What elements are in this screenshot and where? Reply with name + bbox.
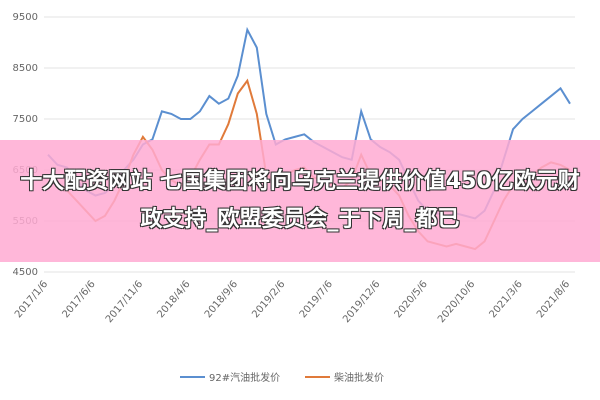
x-tick-label: 2019/2/6 xyxy=(250,279,287,320)
x-tick-label: 2017/1/6 xyxy=(13,279,50,320)
banner-text: 十大配资网站 七国集团将向乌克兰提供价值450亿欧元财政支持_欧盟委员会_于下周… xyxy=(20,169,580,232)
legend-label: 92#汽油批发价 xyxy=(209,371,280,384)
x-tick-label: 2017/6/6 xyxy=(60,279,97,320)
banner: 十大配资网站 七国集团将向乌克兰提供价值450亿欧元财政支持_欧盟委员会_于下周… xyxy=(0,140,600,262)
x-tick-label: 2019/12/6 xyxy=(341,279,382,325)
x-tick-label: 2021/8/6 xyxy=(535,279,572,320)
y-tick-label: 8500 xyxy=(13,63,38,74)
y-tick-label: 7500 xyxy=(13,114,38,125)
x-tick-label: 2020/10/6 xyxy=(436,279,477,325)
x-tick-label: 2018/9/6 xyxy=(203,279,240,320)
x-tick-label: 2020/5/6 xyxy=(393,279,430,320)
x-tick-label: 2017/11/6 xyxy=(104,279,145,325)
x-tick-label: 2018/4/6 xyxy=(155,279,192,320)
x-tick-label: 2019/7/6 xyxy=(298,279,335,320)
legend-label: 柴油批发价 xyxy=(334,371,384,384)
x-tick-label: 2021/3/6 xyxy=(488,279,525,320)
y-tick-label: 9500 xyxy=(13,12,38,23)
y-tick-label: 4500 xyxy=(13,267,38,278)
